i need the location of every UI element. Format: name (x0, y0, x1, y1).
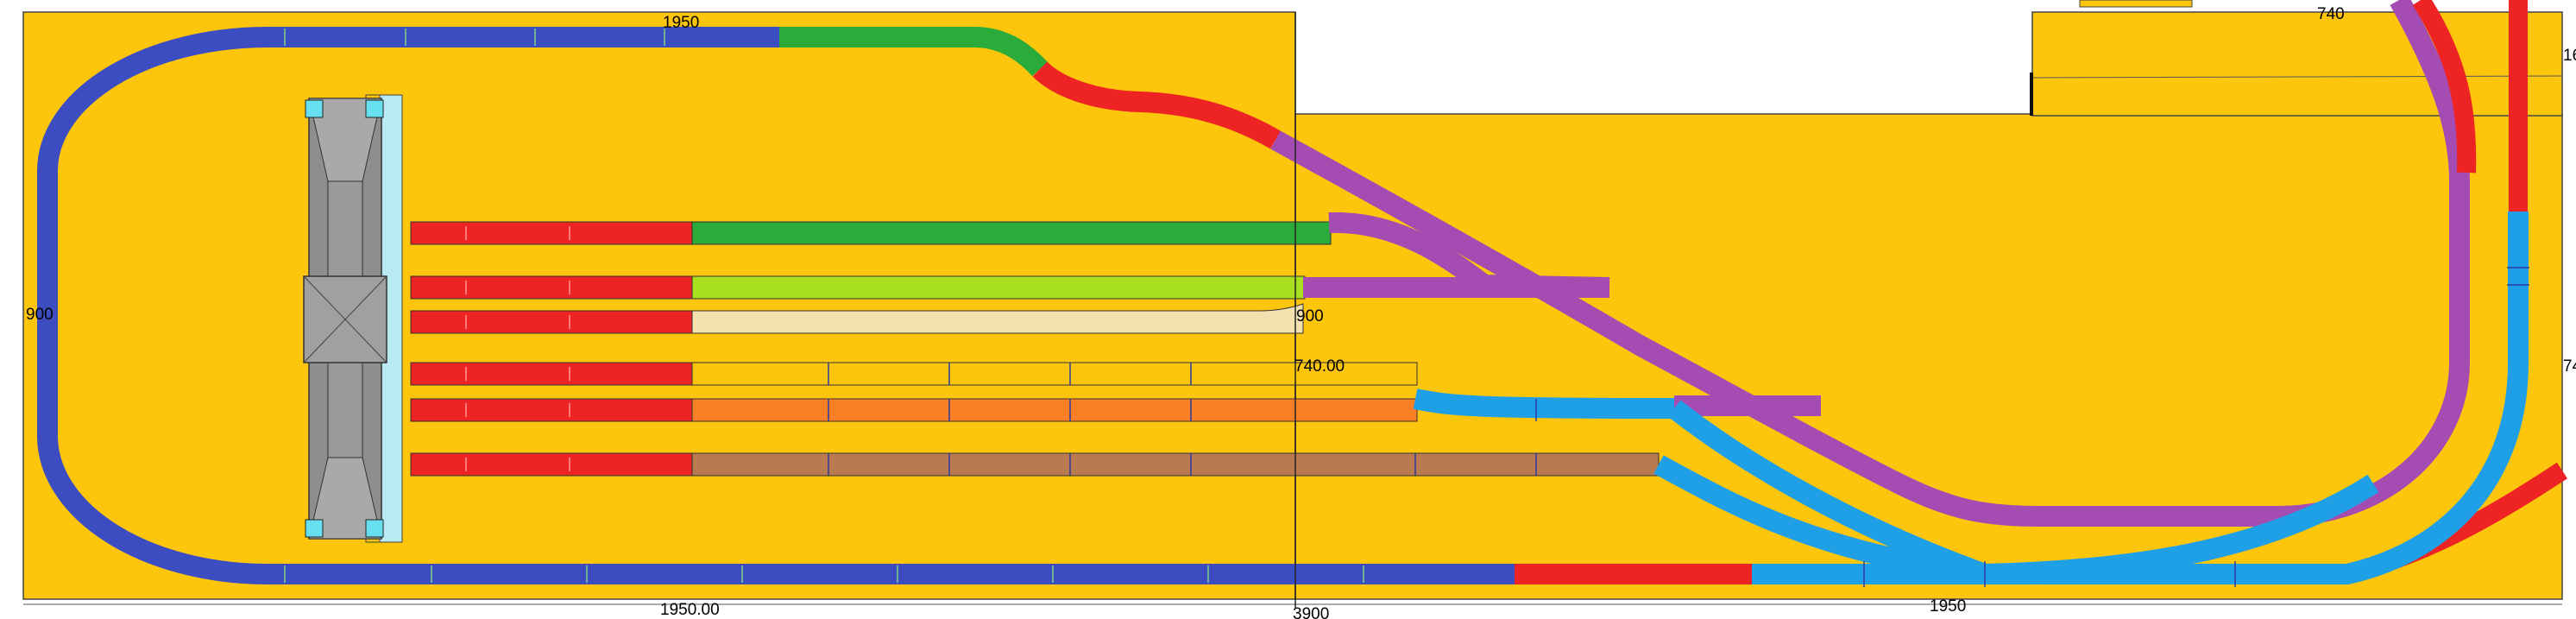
dim-mid-height: 900 (1296, 307, 1324, 325)
dim-top-left: 1950 (663, 14, 699, 32)
station-tracks (410, 221, 1660, 477)
dim-bottom-left: 1950.00 (660, 601, 720, 619)
green-top-section (779, 27, 1048, 77)
tie-marks (284, 28, 2529, 587)
red-top-section (1032, 61, 1282, 149)
dim-track-length: 740.00 (1294, 357, 1345, 376)
dimension-labels: 1950 900 900 740.00 1950.00 3900 1950 74… (26, 5, 2576, 619)
dim-right-partial-3: 74 (2563, 357, 2576, 376)
cyan-yard (1413, 212, 2529, 584)
station-building-icon (303, 94, 403, 543)
baseboard-left (22, 11, 1296, 600)
dim-total-width: 3900 (1293, 605, 1329, 619)
baseboard-right (1294, 113, 2563, 600)
blue-loop-track (37, 27, 1515, 584)
dim-bottom-right: 1950 (1930, 597, 1966, 616)
baseboards (22, 0, 2563, 605)
dim-right-partial-2: 16 (2563, 47, 2576, 65)
dim-right-partial-1: 740 (2317, 5, 2345, 23)
dim-left-height: 900 (26, 306, 54, 324)
baseboard-top-right (2031, 11, 2563, 117)
